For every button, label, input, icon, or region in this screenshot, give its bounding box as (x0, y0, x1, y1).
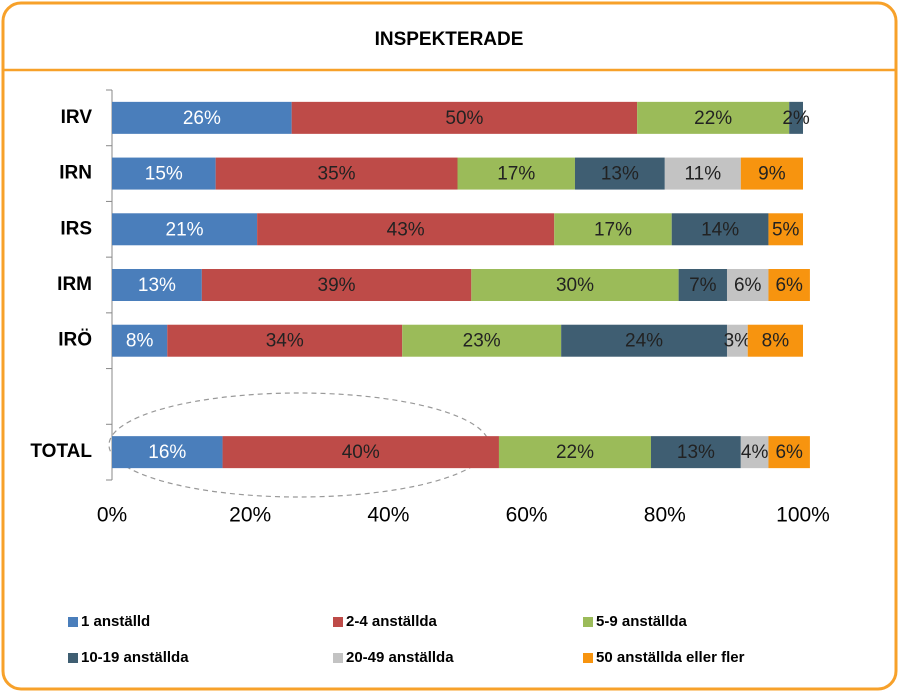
data-label: 13% (601, 164, 639, 185)
y-tick-label: IRS (60, 218, 92, 239)
data-label: 5% (772, 219, 800, 240)
bar-segment (789, 101, 803, 134)
bar-segment (664, 157, 741, 190)
legend-label: 1 anställd (81, 613, 150, 630)
data-label: 39% (318, 275, 356, 296)
data-label: 17% (594, 219, 632, 240)
legend-swatch (583, 617, 593, 627)
bar-segment (215, 157, 458, 190)
x-tick-label: 100% (776, 504, 830, 527)
bar-segment (747, 324, 803, 357)
data-label: 6% (775, 275, 803, 296)
data-label: 40% (342, 442, 380, 463)
x-tick-label: 0% (97, 504, 127, 527)
bar-segment (201, 269, 472, 301)
data-label: 24% (625, 331, 663, 352)
bar-segment (112, 269, 202, 301)
legend-swatch (333, 653, 343, 663)
bar-segment (650, 436, 741, 469)
data-label: 11% (684, 164, 721, 185)
bar-segment (574, 157, 665, 190)
data-label: 2% (782, 108, 810, 129)
y-tick-label: IRM (57, 274, 92, 295)
bar-segment (498, 436, 651, 469)
bar-segment (112, 101, 292, 134)
data-label: 26% (183, 108, 221, 129)
bar-segment (167, 324, 403, 357)
bar-segment (561, 324, 727, 357)
data-label: 13% (677, 442, 715, 463)
bar-segment (457, 157, 575, 190)
data-label: 8% (762, 331, 790, 352)
data-label: 3% (724, 331, 752, 352)
data-label: 6% (775, 442, 803, 463)
legend-label: 5-9 anställda (596, 613, 688, 630)
chart-title: INSPEKTERADE (375, 29, 524, 50)
y-tick-label: IRV (61, 107, 93, 128)
data-label: 4% (741, 442, 769, 463)
bar-segment (768, 436, 810, 469)
data-label: 50% (445, 108, 483, 129)
data-label: 21% (166, 219, 204, 240)
bar-segment (768, 213, 803, 246)
bar-segment (726, 269, 769, 301)
data-label: 6% (734, 275, 762, 296)
bar-segment (471, 269, 679, 301)
bar-segment (112, 324, 168, 357)
legend-swatch (68, 617, 78, 627)
bar-segment (112, 157, 216, 190)
bar-segment (671, 213, 769, 246)
data-label: 23% (463, 331, 501, 352)
bar-segment (740, 436, 769, 469)
legend-label: 50 anställda eller fler (596, 649, 745, 666)
data-label: 8% (126, 331, 154, 352)
x-tick-label: 80% (644, 504, 686, 527)
data-label: 34% (266, 331, 304, 352)
data-label: 14% (701, 219, 739, 240)
x-tick-label: 20% (229, 504, 271, 527)
data-label: 7% (689, 275, 717, 296)
data-label: 15% (145, 164, 183, 185)
data-label: 43% (387, 219, 425, 240)
y-tick-label: IRN (59, 163, 92, 184)
legend-swatch (68, 653, 78, 663)
data-label: 30% (556, 275, 594, 296)
legend-swatch (583, 653, 593, 663)
data-label: 13% (138, 275, 176, 296)
data-label: 9% (758, 164, 786, 185)
data-label: 35% (318, 164, 356, 185)
bar-segment (726, 324, 748, 357)
x-tick-label: 60% (506, 504, 548, 527)
y-tick-label: IRÖ (58, 330, 92, 351)
data-label: 17% (497, 164, 535, 185)
bar-segment (554, 213, 672, 246)
y-tick-label: TOTAL (30, 441, 92, 462)
legend-swatch (333, 617, 343, 627)
bar-segment (740, 157, 803, 190)
bar-segment (402, 324, 562, 357)
data-label: 22% (556, 442, 594, 463)
x-tick-label: 40% (367, 504, 409, 527)
bar-segment (637, 101, 790, 134)
legend-label: 2-4 anställda (346, 613, 438, 630)
data-label: 22% (694, 108, 732, 129)
data-label: 16% (148, 442, 186, 463)
bar-segment (112, 213, 258, 246)
legend-label: 20-49 anställda (346, 649, 454, 666)
bar-segment (678, 269, 727, 301)
bar-segment (222, 436, 499, 469)
bar-segment (291, 101, 638, 134)
bar-segment (257, 213, 555, 246)
bar-segment (768, 269, 810, 301)
legend-label: 10-19 anställda (81, 649, 189, 666)
bar-segment (112, 436, 223, 469)
